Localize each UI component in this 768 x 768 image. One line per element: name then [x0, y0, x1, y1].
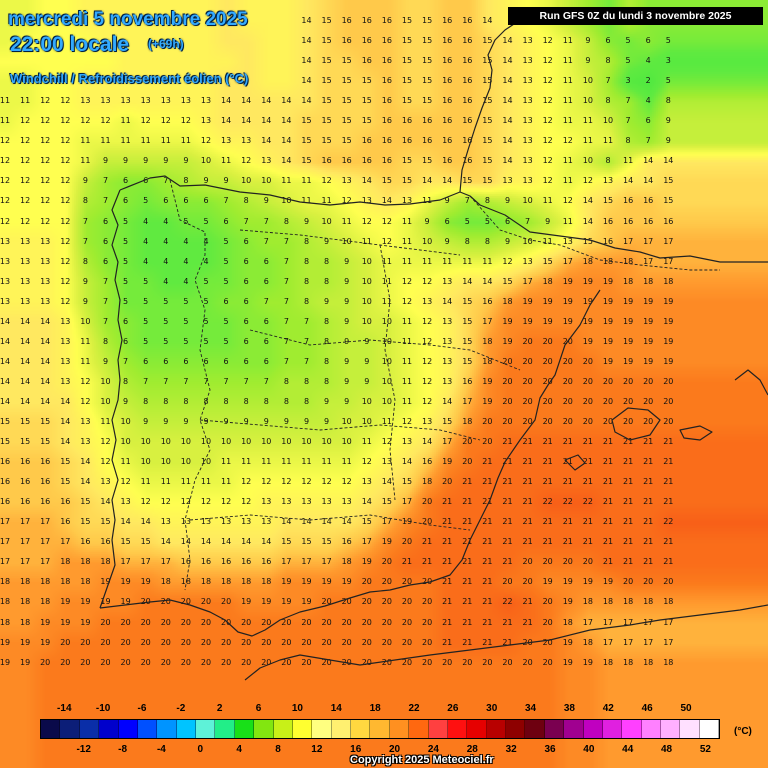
legend-tick-label: 50 [680, 703, 692, 714]
copyright-notice: Copyright 2025 Meteociel.fr [350, 754, 494, 766]
legend-swatch [506, 720, 526, 738]
legend-tick-label: 22 [408, 703, 420, 714]
menorca-outline [679, 425, 713, 441]
legend-top-labels: -14 -10 -6 -2 2 6 10 14 18 22 26 30 34 38 42 46 50 [0, 703, 768, 717]
forecast-date: mercredi 5 novembre 2025 [8, 9, 248, 30]
legend-tick-label: 28 [466, 744, 478, 755]
color-legend-bar [40, 719, 720, 739]
iberia-south-coast [99, 584, 411, 637]
legend-swatch [196, 720, 216, 738]
legend-tick-label: 10 [291, 703, 303, 714]
legend-tick-label: 34 [525, 703, 537, 714]
legend-tick-label: 32 [505, 744, 517, 755]
legend-bottom-labels: -12 -8 -4 0 4 8 12 16 20 24 28 32 36 40 44 48 52 [0, 744, 768, 758]
sardinia-outline [734, 369, 768, 396]
legend-swatch [157, 720, 177, 738]
legend-tick-label: 18 [369, 703, 381, 714]
legend-swatch [525, 720, 545, 738]
legend-swatch [467, 720, 487, 738]
legend-swatch [428, 720, 448, 738]
legend-tick-label: -4 [156, 744, 166, 755]
legend-tick-label: -8 [118, 744, 128, 755]
legend-tick-label: 14 [330, 703, 342, 714]
iberia-east-coast [409, 289, 601, 586]
legend-swatch [680, 720, 700, 738]
legend-unit: (°C) [734, 726, 752, 737]
legend-tick-label: 40 [583, 744, 595, 755]
legend-swatch [564, 720, 584, 738]
iberia-coastline [119, 175, 768, 263]
legend-tick-label: 20 [389, 744, 401, 755]
legend-tick-label: 24 [427, 744, 439, 755]
legend-swatch [292, 720, 313, 738]
region-border-3 [199, 419, 481, 441]
forecast-offset: (+69h) [148, 37, 184, 51]
legend-tick-label: 48 [661, 744, 673, 755]
legend-swatch [234, 720, 255, 738]
forecast-time: 22:00 locale [10, 33, 130, 56]
legend-tick-label: -10 [95, 703, 111, 714]
legend-tick-label: 38 [563, 703, 575, 714]
legend-swatch [99, 720, 119, 738]
legend-tick-label: 2 [216, 703, 223, 714]
legend-swatch [583, 720, 603, 738]
run-info-banner: Run GFS 0Z du lundi 3 novembre 2025 [508, 7, 763, 25]
legend-swatch [118, 720, 138, 738]
legend-swatch [622, 720, 642, 738]
legend-tick-label: 30 [486, 703, 498, 714]
region-border-1 [239, 229, 461, 256]
legend-tick-label: 0 [197, 744, 204, 755]
legend-tick-label: 4 [236, 744, 242, 755]
legend-swatch [661, 720, 681, 738]
portugal-spain-border [169, 179, 211, 591]
region-border-4 [189, 514, 471, 531]
legend-swatch [602, 720, 623, 738]
legend-swatch [389, 720, 410, 738]
legend-swatch [176, 720, 196, 738]
legend-swatch [351, 720, 371, 738]
legend-swatch [331, 720, 351, 738]
legend-swatch [447, 720, 468, 738]
legend-tick-label: -6 [137, 703, 147, 714]
legend-tick-label: -12 [76, 744, 91, 755]
pyrenees-border [469, 195, 720, 271]
legend-swatch [215, 720, 235, 738]
france-coast [459, 19, 521, 193]
legend-swatch [641, 720, 661, 738]
region-border-2 [249, 329, 521, 371]
ibiza-outline [564, 454, 586, 471]
legend-tick-label: 42 [602, 703, 614, 714]
variable-title: Windchill / Refroidissement éolien (°C) [10, 71, 249, 86]
iberia-west-coast [99, 189, 123, 609]
legend-tick-label: -14 [57, 703, 72, 714]
legend-tick-label: -2 [176, 703, 186, 714]
legend-tick-label: 26 [447, 703, 459, 714]
legend-swatch [486, 720, 506, 738]
legend-tick-label: 12 [311, 744, 323, 755]
legend-swatch [60, 720, 80, 738]
legend-swatch [273, 720, 293, 738]
africa-coastline [244, 604, 768, 681]
legend-swatch [41, 720, 61, 738]
legend-swatch [409, 720, 429, 738]
legend-tick-label: 8 [275, 744, 281, 755]
legend-tick-label: 52 [699, 744, 711, 755]
mallorca-outline [611, 407, 661, 441]
legend-tick-label: 44 [622, 744, 634, 755]
legend-tick-label: 16 [350, 744, 362, 755]
region-border-5 [379, 244, 396, 501]
legend-swatch [544, 720, 565, 738]
legend-swatch [254, 720, 274, 738]
legend-swatch [370, 720, 390, 738]
legend-swatch [79, 720, 100, 738]
legend-swatch [312, 720, 332, 738]
legend-tick-label: 46 [641, 703, 653, 714]
legend-tick-label: 36 [544, 744, 556, 755]
legend-swatch [699, 720, 720, 738]
legend-swatch [137, 720, 158, 738]
legend-tick-label: 6 [255, 703, 262, 714]
